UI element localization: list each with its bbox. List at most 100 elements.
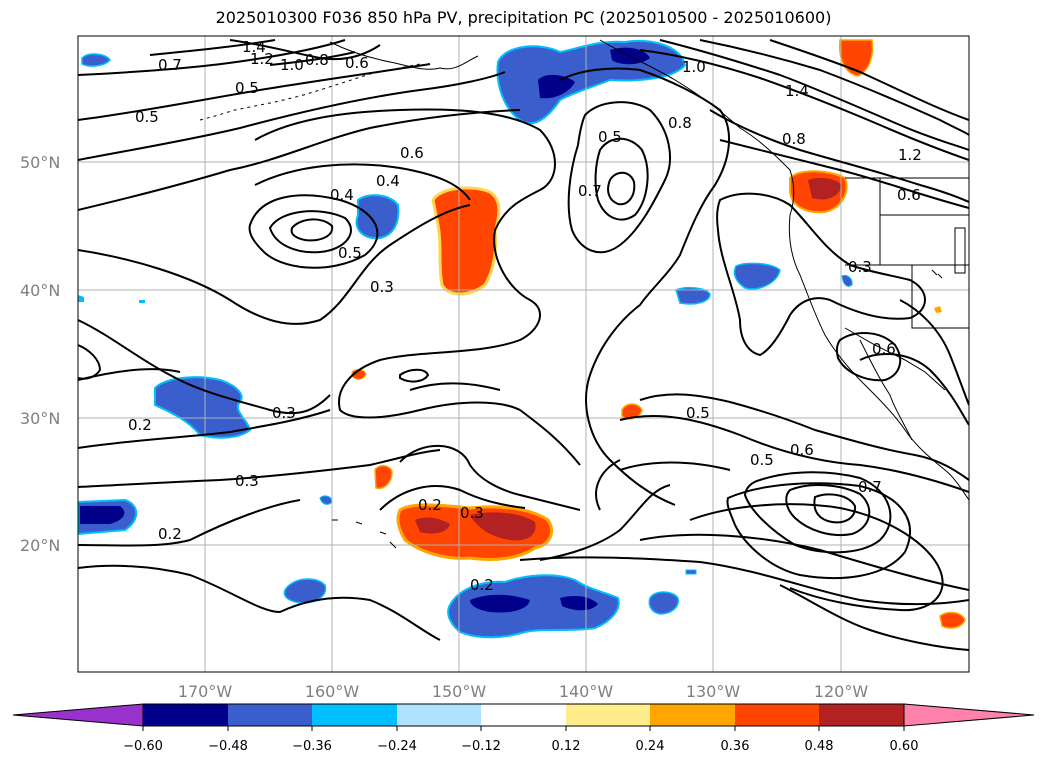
contour-line xyxy=(78,449,441,488)
colorbar-tick-label: −0.36 xyxy=(292,739,332,754)
contour-line xyxy=(399,368,430,383)
contour-line xyxy=(719,139,969,209)
contour-line xyxy=(619,461,731,471)
contour-line xyxy=(78,71,506,161)
colorbar-segment xyxy=(143,704,228,726)
contour-label: 0.2 xyxy=(418,496,442,514)
colorbar-segment xyxy=(312,704,397,726)
contour-label: 0.4 xyxy=(376,172,400,190)
contour-label: 0.5 xyxy=(686,404,710,422)
precip-negative-area xyxy=(733,262,781,290)
contour-label: 0.4 xyxy=(330,186,354,204)
contour-line xyxy=(785,484,871,536)
contour-label: 0.5 xyxy=(235,79,259,97)
contour-line xyxy=(78,204,471,325)
colorbar-segment xyxy=(397,704,481,726)
small-islands xyxy=(931,227,966,279)
contour-line xyxy=(567,101,671,254)
gridlines xyxy=(78,36,969,672)
longitude-labels: 170°W 160°W 150°W 140°W 130°W 120°W xyxy=(178,682,869,701)
contour-label: 0.8 xyxy=(668,114,692,132)
lon-label: 160°W xyxy=(305,682,360,701)
contour-line xyxy=(619,415,969,493)
contour-line xyxy=(639,393,969,481)
precip-strong-positive-area xyxy=(470,512,536,541)
contour-label: 0.8 xyxy=(782,130,806,148)
colorbar-tick-label: −0.12 xyxy=(461,739,501,754)
precip-negative-area xyxy=(675,286,711,305)
lon-label: 140°W xyxy=(559,682,614,701)
contour-line xyxy=(607,171,636,206)
contour-line xyxy=(743,471,892,554)
aleutian-islands xyxy=(199,63,421,121)
contour-label: 1.4 xyxy=(242,38,266,56)
precip-deep-negative-area xyxy=(560,596,598,611)
contour-label: 0.6 xyxy=(400,144,424,162)
contour-line xyxy=(639,49,969,161)
contour-line xyxy=(399,444,581,511)
precip-negative-area xyxy=(154,376,252,439)
contour-line xyxy=(699,39,969,136)
contour-line xyxy=(268,210,352,254)
contour-label: 0.5 xyxy=(135,108,159,126)
precip-negative-area xyxy=(81,53,111,67)
precip-positive-area xyxy=(939,611,966,629)
contour-label: 0.7 xyxy=(578,182,602,200)
contour-line xyxy=(78,344,102,380)
colorbar: −0.60 −0.48 −0.36 −0.24 −0.12 0.12 0.24 … xyxy=(12,703,1035,754)
state-border xyxy=(845,178,969,329)
contour-line xyxy=(269,51,356,66)
contour-line xyxy=(78,109,521,211)
contour-line xyxy=(409,382,501,391)
colorbar-segment xyxy=(481,704,566,726)
contour-line xyxy=(813,493,857,524)
precip-strong-positive-area xyxy=(415,517,450,534)
contour-line xyxy=(779,584,969,651)
precip-positive-area xyxy=(374,465,393,490)
contour-label: 1.0 xyxy=(280,56,304,74)
precip-negative-area xyxy=(685,569,697,575)
precip-deep-negative-area xyxy=(80,506,125,524)
contour-line xyxy=(78,319,331,415)
precip-deep-negative-area xyxy=(538,74,575,99)
colorbar-tick-label: −0.48 xyxy=(208,739,248,754)
contour-label: 0.6 xyxy=(345,54,369,72)
contour-label: 0.6 xyxy=(790,441,814,459)
contour-line xyxy=(899,299,969,406)
precip-negative-area xyxy=(648,591,679,615)
colorbar-tick-label: 0.36 xyxy=(721,739,750,754)
contour-line xyxy=(149,39,276,56)
contour-label: 0.3 xyxy=(370,278,394,296)
hawaii-islands xyxy=(332,519,397,549)
contour-label: 0.6 xyxy=(872,340,896,358)
colorbar-tick-label: 0.24 xyxy=(636,739,665,754)
contour-label: 0.2 xyxy=(128,416,152,434)
contour-line xyxy=(78,39,346,76)
contour-line xyxy=(769,39,969,121)
contour-line xyxy=(254,163,471,201)
mexico-border xyxy=(844,327,946,391)
colorbar-extend-high xyxy=(903,703,1035,727)
contour-label: 0.3 xyxy=(460,504,484,522)
lat-label: 40°N xyxy=(20,281,60,300)
contour-line xyxy=(290,218,334,242)
contour-line xyxy=(78,564,441,641)
contour-line xyxy=(78,63,431,121)
contour-label: 0.2 xyxy=(158,525,182,543)
contour-label: 0.8 xyxy=(305,51,329,69)
contour-label: 0.6 xyxy=(897,186,921,204)
precip-negative-area xyxy=(355,194,400,240)
lat-label: 20°N xyxy=(20,536,60,555)
contour-line xyxy=(78,499,301,547)
precip-negative-area xyxy=(78,295,84,302)
contour-label: 1.2 xyxy=(898,146,922,164)
contour-line xyxy=(559,67,731,506)
contour-label: 0.5 xyxy=(750,451,774,469)
lat-label: 30°N xyxy=(20,409,60,428)
contour-line xyxy=(595,459,621,511)
colorbar-tick-label: −0.60 xyxy=(123,739,163,754)
lon-label: 170°W xyxy=(178,682,233,701)
contour-line xyxy=(519,556,969,606)
contour-label: 0.7 xyxy=(158,56,182,74)
